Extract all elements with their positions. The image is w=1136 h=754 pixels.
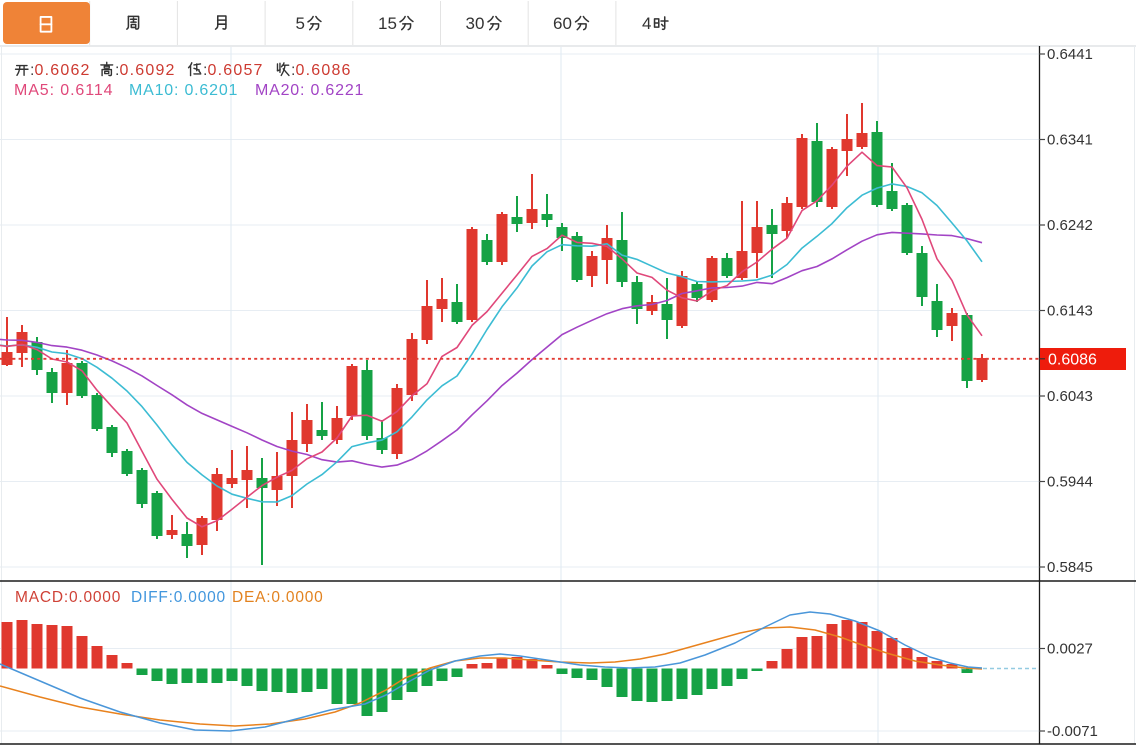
- svg-text:0.6086: 0.6086: [296, 62, 352, 79]
- svg-text:DEA:0.0000: DEA:0.0000: [232, 589, 324, 606]
- svg-text:0.6242: 0.6242: [1047, 217, 1093, 234]
- svg-text:0.6092: 0.6092: [120, 62, 176, 79]
- svg-text:0.6341: 0.6341: [1047, 132, 1093, 149]
- svg-text:30: 30: [466, 14, 485, 33]
- svg-text:0.6062: 0.6062: [35, 62, 91, 79]
- svg-text::: :: [115, 62, 119, 79]
- svg-text:MA5: 0.6114: MA5: 0.6114: [14, 82, 113, 99]
- svg-text:0.0027: 0.0027: [1047, 641, 1093, 658]
- svg-text:5: 5: [296, 14, 305, 33]
- svg-text:MA10: 0.6201: MA10: 0.6201: [129, 82, 238, 99]
- svg-text::: :: [30, 62, 34, 79]
- svg-text:0.6057: 0.6057: [208, 62, 264, 79]
- svg-text:MA20: 0.6221: MA20: 0.6221: [255, 82, 364, 99]
- svg-text:0.6441: 0.6441: [1047, 46, 1093, 63]
- svg-text:0.6043: 0.6043: [1047, 388, 1093, 405]
- svg-text:MACD:0.0000: MACD:0.0000: [15, 589, 121, 606]
- svg-text:-0.0071: -0.0071: [1047, 723, 1098, 740]
- svg-text:4: 4: [642, 14, 651, 33]
- svg-text:15: 15: [378, 14, 397, 33]
- svg-text:0.6143: 0.6143: [1047, 303, 1093, 320]
- svg-text:60: 60: [553, 14, 572, 33]
- svg-text::: :: [203, 62, 207, 79]
- svg-text:DIFF:0.0000: DIFF:0.0000: [131, 589, 226, 606]
- svg-text:0.5944: 0.5944: [1047, 474, 1093, 491]
- svg-text::: :: [291, 62, 295, 79]
- svg-text:0.5845: 0.5845: [1047, 559, 1093, 576]
- svg-text:0.6086: 0.6086: [1048, 352, 1097, 369]
